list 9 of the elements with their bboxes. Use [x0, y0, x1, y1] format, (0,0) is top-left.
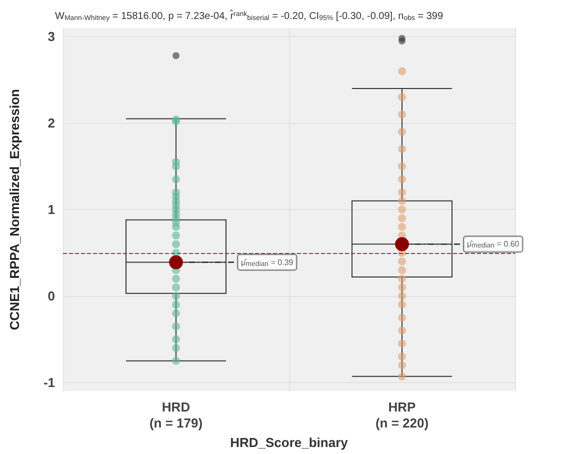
y-tick-label: 0	[48, 288, 55, 304]
x-tick-label: HRD (n = 179)	[149, 400, 203, 431]
y-tick-label: -1	[43, 374, 55, 390]
y-axis-title: CCNE1_RPPA_Normalized_Expression	[7, 88, 22, 330]
y-tick-label: 1	[48, 202, 55, 218]
x-axis-title: HRD_Score_binary	[230, 435, 349, 450]
y-tick-label: 2	[48, 116, 55, 131]
x-tick-label: HRP (n = 220)	[375, 400, 429, 431]
y-tick-label: 3	[48, 29, 55, 44]
